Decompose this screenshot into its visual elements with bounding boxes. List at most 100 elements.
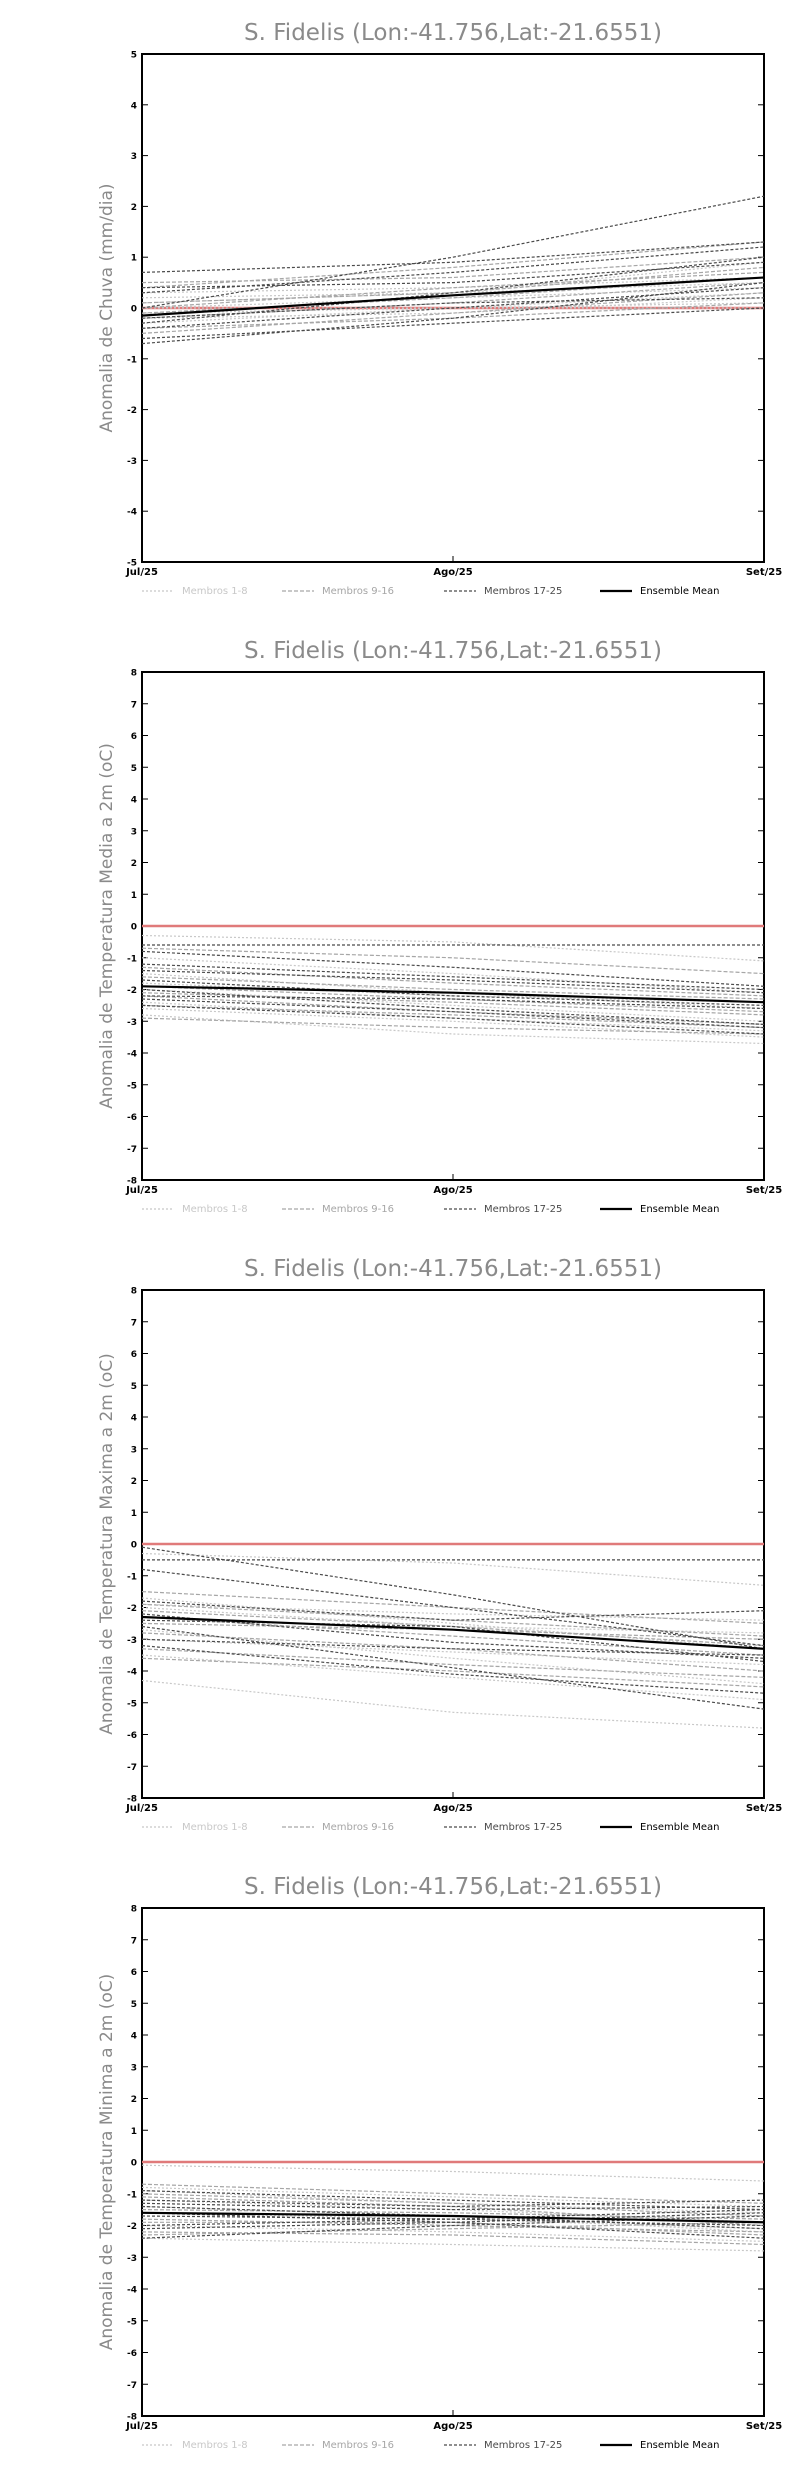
member-line-members-17-25 [141, 998, 765, 1029]
x-tick-label: Jul/25 [125, 1185, 158, 1196]
member-line-members-17-25 [141, 261, 765, 289]
member-line-members-17-25 [141, 1004, 765, 1035]
y-tick-label: 2 [131, 1477, 137, 1487]
y-tick-label: 2 [131, 2095, 137, 2105]
member-line-members-1-8 [141, 934, 765, 962]
y-tick-label: 1 [131, 2127, 137, 2137]
y-tick-label: 1 [131, 254, 137, 264]
member-line-members-17-25 [141, 979, 765, 1006]
member-line-members-1-8 [141, 1679, 765, 1729]
member-line-members-9-16 [141, 995, 765, 1025]
y-tick-label: -2 [127, 2222, 137, 2232]
member-line-members-9-16 [141, 1017, 765, 1035]
legend-label: Membros 1-8 [182, 586, 248, 597]
y-tick-label: -3 [127, 1636, 137, 1646]
member-line-members-17-25 [141, 995, 765, 1010]
x-tick-label: Ago/25 [433, 1803, 472, 1814]
member-line-members-1-8 [141, 2164, 765, 2182]
member-line-members-9-16 [141, 992, 765, 1016]
y-tick-label: 0 [131, 2159, 137, 2169]
y-tick-label: 3 [131, 827, 137, 837]
y-tick-label: -2 [127, 986, 137, 996]
member-line-members-9-16 [141, 1657, 765, 1688]
y-tick-label: -2 [127, 406, 137, 416]
member-line-members-9-16 [141, 282, 765, 319]
y-tick-label: -6 [127, 1731, 137, 1741]
member-line-members-9-16 [141, 266, 765, 304]
y-tick-label: 5 [131, 2000, 137, 2010]
member-line-members-9-16 [141, 1648, 765, 1678]
legend-label: Membros 9-16 [322, 1822, 394, 1833]
member-line-members-1-8 [141, 1597, 765, 1650]
member-line-members-17-25 [141, 1638, 765, 1656]
y-tick-label: 1 [131, 1509, 137, 1519]
y-tick-label: 0 [131, 1541, 137, 1551]
ensemble-mean-line [141, 985, 765, 1004]
member-line-members-9-16 [141, 2209, 765, 2220]
y-tick-label: 5 [131, 51, 137, 61]
member-line-members-9-16 [141, 1004, 765, 1029]
y-axis-label: Anomalia de Temperatura Minima a 2m (oC) [97, 1974, 117, 2351]
legend-label: Membros 9-16 [322, 586, 394, 597]
y-tick-label: -7 [127, 1763, 137, 1773]
legend-label: Membros 17-25 [484, 2440, 562, 2451]
y-tick-label: 8 [131, 1287, 137, 1297]
y-tick-label: -3 [127, 457, 137, 467]
member-line-members-17-25 [141, 2199, 765, 2208]
y-tick-label: -3 [127, 2254, 137, 2264]
member-line-members-1-8 [141, 1552, 765, 1586]
y-tick-label: 0 [131, 305, 137, 315]
x-tick-label: Set/25 [746, 1803, 782, 1814]
member-line-members-17-25 [141, 1568, 765, 1647]
x-tick-label: Jul/25 [125, 2421, 158, 2432]
chart-title: S. Fidelis (Lon:-41.756,Lat:-21.6551) [244, 1256, 662, 1282]
member-line-members-9-16 [141, 2193, 765, 2217]
legend-label: Membros 17-25 [484, 1204, 562, 1215]
y-tick-label: 7 [131, 700, 137, 710]
y-axis-label: Anomalia de Temperatura Media a 2m (oC) [97, 743, 117, 1109]
y-tick-label: 4 [131, 2032, 137, 2042]
chart-title: S. Fidelis (Lon:-41.756,Lat:-21.6551) [244, 20, 662, 46]
member-line-members-17-25 [141, 256, 765, 324]
legend-label: Ensemble Mean [640, 1204, 719, 1215]
legend-label: Membros 17-25 [484, 586, 562, 597]
y-tick-label: 7 [131, 1318, 137, 1328]
member-line-members-17-25 [141, 2209, 765, 2227]
y-tick-label: 4 [131, 101, 137, 111]
ensemble-mean-line [141, 2211, 765, 2224]
member-line-members-9-16 [141, 966, 765, 997]
y-tick-label: -6 [127, 2349, 137, 2359]
legend-label: Ensemble Mean [640, 1822, 719, 1833]
y-tick-label: -8 [127, 1177, 137, 1187]
y-tick-label: -2 [127, 1604, 137, 1614]
member-line-members-9-16 [141, 271, 765, 309]
member-line-members-9-16 [141, 2218, 765, 2233]
y-tick-label: 6 [131, 732, 137, 742]
y-tick-label: -4 [127, 2286, 137, 2296]
y-tick-label: -1 [127, 2190, 137, 2200]
member-line-members-17-25 [141, 2215, 765, 2239]
member-line-members-9-16 [142, 2221, 765, 2236]
y-axis-label: Anomalia de Temperatura Maxima a 2m (oC) [97, 1353, 117, 1735]
chart-min-temperature-anomaly: S. Fidelis (Lon:-41.756,Lat:-21.6551) Ano… [97, 1874, 782, 2451]
y-tick-label: -7 [127, 1145, 137, 1155]
ensemble-mean-line [141, 276, 765, 317]
member-line-members-1-8 [141, 988, 765, 1022]
member-line-members-9-16 [141, 985, 765, 1013]
member-line-members-1-8 [141, 1603, 765, 1621]
x-tick-label: Jul/25 [125, 567, 158, 578]
legend-label: Membros 1-8 [182, 1204, 248, 1215]
member-line-members-9-16 [141, 947, 765, 975]
chart-mean-temperature-anomaly: S. Fidelis (Lon:-41.756,Lat:-21.6551) Ano… [97, 638, 782, 1215]
member-line-members-9-16 [141, 1591, 765, 1624]
member-line-members-17-25 [141, 1625, 765, 1710]
legend-label: Membros 1-8 [182, 2440, 248, 2451]
legend-label: Ensemble Mean [640, 2440, 719, 2451]
y-tick-label: 3 [131, 2063, 137, 2073]
member-line-members-17-25 [141, 195, 765, 309]
member-line-members-17-25 [141, 282, 765, 345]
y-tick-label: -4 [127, 1050, 137, 1060]
legend-label: Membros 1-8 [182, 1822, 248, 1833]
x-tick-label: Jul/25 [125, 1803, 158, 1814]
